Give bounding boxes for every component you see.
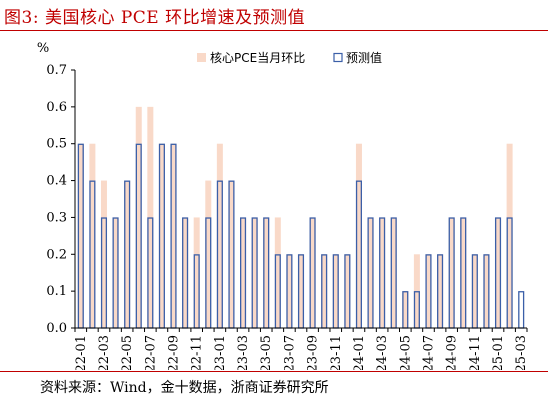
legend-swatch-forecast (333, 52, 343, 63)
actual-bar (332, 254, 339, 328)
y-tick-label: 0.4 (46, 174, 67, 189)
actual-bar (263, 217, 270, 328)
actual-bar (506, 143, 513, 328)
x-tick-label: 23-11 (329, 335, 344, 370)
y-tick-label: 0.5 (46, 137, 67, 152)
x-tick-label: 24-03 (375, 335, 390, 370)
actual-bar (158, 143, 165, 328)
actual-bar (77, 143, 84, 328)
core-pce-chart: % 0.00.10.20.30.40.50.60.7 22-01 22-03 22-… (37, 41, 529, 370)
y-tick-label: 0.3 (46, 210, 67, 225)
actual-bar (124, 180, 131, 328)
figure-title: 图3: 美国核心 PCE 环比增速及预测值 (4, 8, 306, 28)
x-axis-ticks: 22-01 22-03 22-05 22-07 22-09 22-11 23-01 23-03… (74, 328, 529, 370)
x-tick-label: 23-01 (213, 335, 228, 370)
actual-bar (216, 143, 223, 328)
actual-bar (228, 180, 235, 328)
actual-bar (448, 217, 455, 328)
legend-label-forecast: 预测值 (346, 50, 382, 65)
x-tick-label: 22-05 (120, 335, 135, 370)
x-tick-label: 22-11 (190, 335, 205, 370)
actual-bar (240, 217, 247, 328)
actual-bar (309, 217, 316, 328)
actual-bar (460, 217, 467, 328)
x-tick-label: 23-07 (282, 335, 297, 370)
y-tick-label: 0.0 (46, 321, 67, 336)
actual-bar (100, 180, 107, 328)
x-tick-label: 24-07 (421, 335, 436, 370)
actual-bar (495, 217, 502, 328)
actual-bar (402, 291, 409, 328)
actual-bar (205, 180, 212, 328)
actual-bar (251, 217, 258, 328)
y-tick-label: 0.6 (46, 100, 67, 115)
actual-bar (390, 217, 397, 328)
x-tick-label: 25-03 (514, 335, 529, 370)
y-tick-label: 0.2 (46, 247, 67, 262)
actual-bar (471, 254, 478, 328)
actual-bar (425, 254, 432, 328)
actual-bar (135, 106, 142, 328)
actual-bar (483, 254, 490, 328)
actual-bar (193, 217, 200, 328)
x-tick-label: 22-01 (74, 335, 89, 370)
y-axis-unit-label: % (37, 41, 49, 56)
actual-bar (274, 217, 281, 328)
x-tick-label: 24-05 (398, 335, 413, 370)
x-tick-label: 25-01 (491, 335, 506, 370)
actual-bar (89, 143, 96, 328)
x-tick-label: 22-07 (143, 335, 158, 370)
actual-bar (298, 254, 304, 328)
x-tick-label: 23-05 (259, 335, 274, 370)
y-tick-label: 0.1 (46, 284, 67, 299)
x-tick-label: 22-03 (97, 335, 112, 370)
legend-label-actual: 核心PCE当月环比 (210, 51, 305, 65)
actual-bar (437, 254, 444, 328)
x-tick-label: 24-09 (445, 335, 460, 370)
x-tick-label: 24-01 (352, 335, 367, 370)
actual-bar (379, 217, 386, 328)
x-tick-label: 23-03 (236, 335, 251, 370)
actual-bar (355, 143, 362, 328)
y-axis-ticks: 0.0 0.1 0.2 0.3 0.4 0.5 0.6 0.7 (46, 63, 75, 336)
legend: 核心PCE当月环比 预测值 (197, 50, 382, 65)
x-tick-label: 22-09 (167, 335, 182, 370)
actual-bar (182, 217, 189, 328)
title-rule (0, 30, 548, 31)
source-note: 资料来源：Wind，金十数据，浙商证券研究所 (40, 380, 329, 396)
x-tick-label: 24-11 (468, 335, 483, 370)
actual-bar (367, 217, 374, 328)
legend-swatch-actual (197, 53, 206, 62)
actual-bar (112, 217, 119, 328)
source-rule (0, 371, 548, 372)
actual-bar (321, 254, 328, 328)
x-tick-label: 23-09 (306, 335, 321, 370)
y-tick-label: 0.7 (46, 63, 67, 78)
actual-bar (344, 254, 351, 328)
actual-bar (286, 254, 293, 328)
actual-bar (170, 143, 177, 328)
forecast-bar (518, 291, 525, 329)
actual-series-bars (77, 106, 513, 328)
